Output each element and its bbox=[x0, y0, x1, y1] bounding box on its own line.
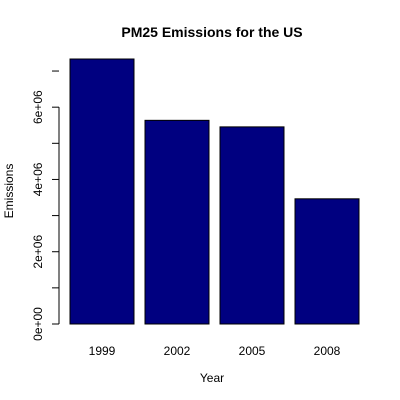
y-axis: 0e+00 2e+06 4e+06 6e+06 bbox=[31, 70, 60, 341]
bar-2008 bbox=[294, 198, 360, 325]
y-tick-label: 6e+06 bbox=[31, 90, 45, 124]
y-tick-label: 0e+00 bbox=[31, 307, 45, 341]
bars-group bbox=[69, 58, 360, 325]
x-tick-label: 2005 bbox=[239, 344, 266, 358]
bar-1999 bbox=[69, 58, 135, 325]
x-tick-label: 2002 bbox=[164, 344, 191, 358]
x-tick-label: 2008 bbox=[314, 344, 341, 358]
bar-2002 bbox=[144, 119, 210, 325]
x-tick-labels: 1999 2002 2005 2008 bbox=[89, 344, 341, 358]
y-tick-label: 2e+06 bbox=[31, 235, 45, 269]
bar-2005 bbox=[219, 126, 285, 325]
y-axis-label: Emissions bbox=[2, 164, 16, 219]
chart-title: PM25 Emissions for the US bbox=[121, 24, 302, 40]
x-axis-label: Year bbox=[200, 371, 224, 385]
x-tick-label: 1999 bbox=[89, 344, 116, 358]
y-tick-label: 4e+06 bbox=[31, 162, 45, 196]
